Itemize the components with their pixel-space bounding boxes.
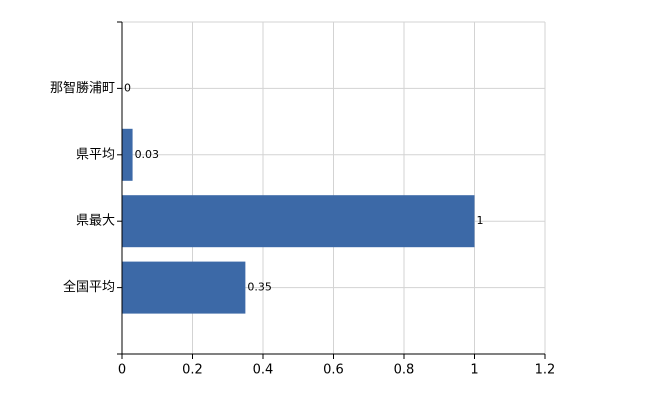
x-tick-label: 0.2 xyxy=(182,363,203,378)
bar xyxy=(122,195,475,248)
data-label: 1 xyxy=(477,214,484,227)
y-tick-label: 全国平均 xyxy=(63,279,115,295)
y-tick-label: 那智勝浦町 xyxy=(50,81,115,96)
x-tick-label: 0.4 xyxy=(253,363,274,378)
data-label: 0 xyxy=(124,81,131,94)
y-tick-label: 県平均 xyxy=(76,147,115,162)
bar xyxy=(122,261,246,314)
x-tick-label: 1 xyxy=(470,363,478,378)
y-tick-label: 県最大 xyxy=(76,214,115,229)
data-label: 0.03 xyxy=(135,148,160,161)
x-tick-label: 0.8 xyxy=(394,363,415,378)
x-tick-label: 0.6 xyxy=(323,363,344,378)
bar xyxy=(122,128,133,181)
x-tick-label: 1.2 xyxy=(535,363,556,378)
data-label: 0.35 xyxy=(247,281,272,294)
x-tick-label: 0 xyxy=(118,363,126,378)
